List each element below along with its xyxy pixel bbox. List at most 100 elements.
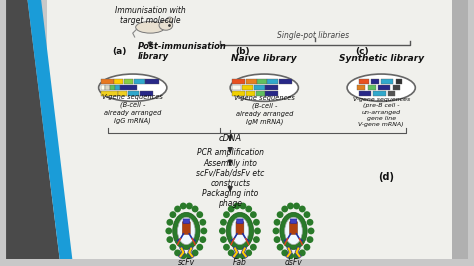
Ellipse shape	[273, 236, 281, 243]
Ellipse shape	[196, 211, 203, 218]
Bar	[134, 79, 145, 84]
Bar	[265, 91, 278, 96]
Ellipse shape	[303, 244, 310, 251]
Ellipse shape	[285, 217, 302, 244]
Bar	[100, 85, 105, 90]
Ellipse shape	[308, 227, 314, 234]
Ellipse shape	[299, 206, 306, 213]
Bar	[232, 91, 245, 96]
FancyBboxPatch shape	[47, 0, 460, 259]
Bar	[115, 85, 119, 90]
Bar	[124, 79, 133, 84]
Ellipse shape	[180, 252, 187, 259]
Bar	[242, 85, 253, 90]
Text: (b): (b)	[236, 47, 250, 56]
Ellipse shape	[200, 236, 206, 243]
Bar	[246, 91, 255, 96]
Text: (a): (a)	[112, 47, 126, 56]
Ellipse shape	[239, 252, 246, 259]
Ellipse shape	[166, 219, 173, 226]
FancyBboxPatch shape	[452, 0, 468, 259]
Ellipse shape	[287, 252, 294, 259]
Bar	[146, 79, 159, 84]
Bar	[396, 80, 402, 84]
Ellipse shape	[277, 244, 283, 251]
Ellipse shape	[230, 74, 299, 101]
Bar	[118, 91, 128, 96]
Text: V-gene sequences
(B-cell -
already arranged
IgG mRNA): V-gene sequences (B-cell - already arran…	[102, 94, 163, 124]
Text: Packaging into
phage: Packaging into phage	[202, 189, 258, 209]
Ellipse shape	[307, 236, 313, 243]
Bar	[128, 91, 139, 96]
Ellipse shape	[159, 20, 173, 30]
Bar	[388, 91, 395, 96]
Bar	[100, 79, 114, 84]
Ellipse shape	[180, 203, 187, 209]
Bar	[374, 91, 385, 96]
Ellipse shape	[299, 250, 306, 256]
Bar	[279, 79, 292, 84]
FancyBboxPatch shape	[183, 219, 190, 223]
Polygon shape	[27, 0, 73, 259]
Bar	[265, 85, 278, 90]
Ellipse shape	[287, 203, 294, 209]
Ellipse shape	[273, 227, 279, 234]
Bar	[255, 91, 265, 96]
Bar	[100, 91, 118, 96]
FancyBboxPatch shape	[290, 222, 297, 234]
Bar	[105, 85, 110, 90]
Ellipse shape	[253, 236, 260, 243]
Ellipse shape	[282, 206, 288, 213]
Ellipse shape	[293, 252, 300, 259]
Bar	[246, 79, 257, 84]
Ellipse shape	[282, 250, 288, 256]
Bar	[232, 85, 241, 90]
Bar	[257, 79, 267, 84]
Ellipse shape	[196, 244, 203, 251]
Ellipse shape	[228, 206, 235, 213]
Ellipse shape	[234, 203, 240, 209]
Ellipse shape	[220, 219, 227, 226]
Ellipse shape	[191, 206, 199, 213]
Ellipse shape	[174, 206, 181, 213]
Bar	[393, 85, 400, 90]
Ellipse shape	[173, 213, 200, 250]
Bar	[254, 85, 265, 90]
FancyBboxPatch shape	[237, 219, 243, 223]
Text: PCR amplification: PCR amplification	[197, 148, 264, 156]
Text: Assembly into
scFv/Fab/dsFv etc
constructs: Assembly into scFv/Fab/dsFv etc construc…	[196, 159, 264, 188]
Ellipse shape	[223, 211, 230, 218]
Ellipse shape	[167, 17, 173, 22]
Ellipse shape	[200, 219, 206, 226]
Bar	[359, 80, 369, 84]
Ellipse shape	[254, 227, 261, 234]
Ellipse shape	[347, 74, 415, 101]
Ellipse shape	[201, 227, 207, 234]
Text: Immunisation with
target molecule: Immunisation with target molecule	[115, 6, 186, 25]
Ellipse shape	[191, 250, 199, 256]
Ellipse shape	[178, 217, 195, 244]
Bar	[372, 80, 379, 84]
Bar	[232, 79, 245, 84]
Ellipse shape	[186, 252, 193, 259]
Ellipse shape	[250, 211, 257, 218]
Text: Naïve library: Naïve library	[231, 54, 297, 63]
Ellipse shape	[166, 236, 173, 243]
Ellipse shape	[226, 213, 254, 250]
Polygon shape	[6, 0, 60, 259]
Text: Single-pot libraries: Single-pot libraries	[277, 31, 349, 40]
Bar	[367, 85, 376, 90]
Ellipse shape	[136, 22, 165, 33]
Ellipse shape	[273, 219, 281, 226]
FancyBboxPatch shape	[236, 222, 244, 234]
Ellipse shape	[239, 203, 246, 209]
Ellipse shape	[303, 211, 310, 218]
Ellipse shape	[174, 250, 181, 256]
Bar	[120, 85, 137, 90]
Bar	[381, 80, 393, 84]
Ellipse shape	[170, 211, 176, 218]
Text: (c): (c)	[355, 47, 369, 56]
Text: dsFv: dsFv	[285, 257, 302, 266]
Text: Post-immunisation
library: Post-immunisation library	[137, 42, 227, 61]
Text: Synthetic library: Synthetic library	[338, 54, 424, 63]
